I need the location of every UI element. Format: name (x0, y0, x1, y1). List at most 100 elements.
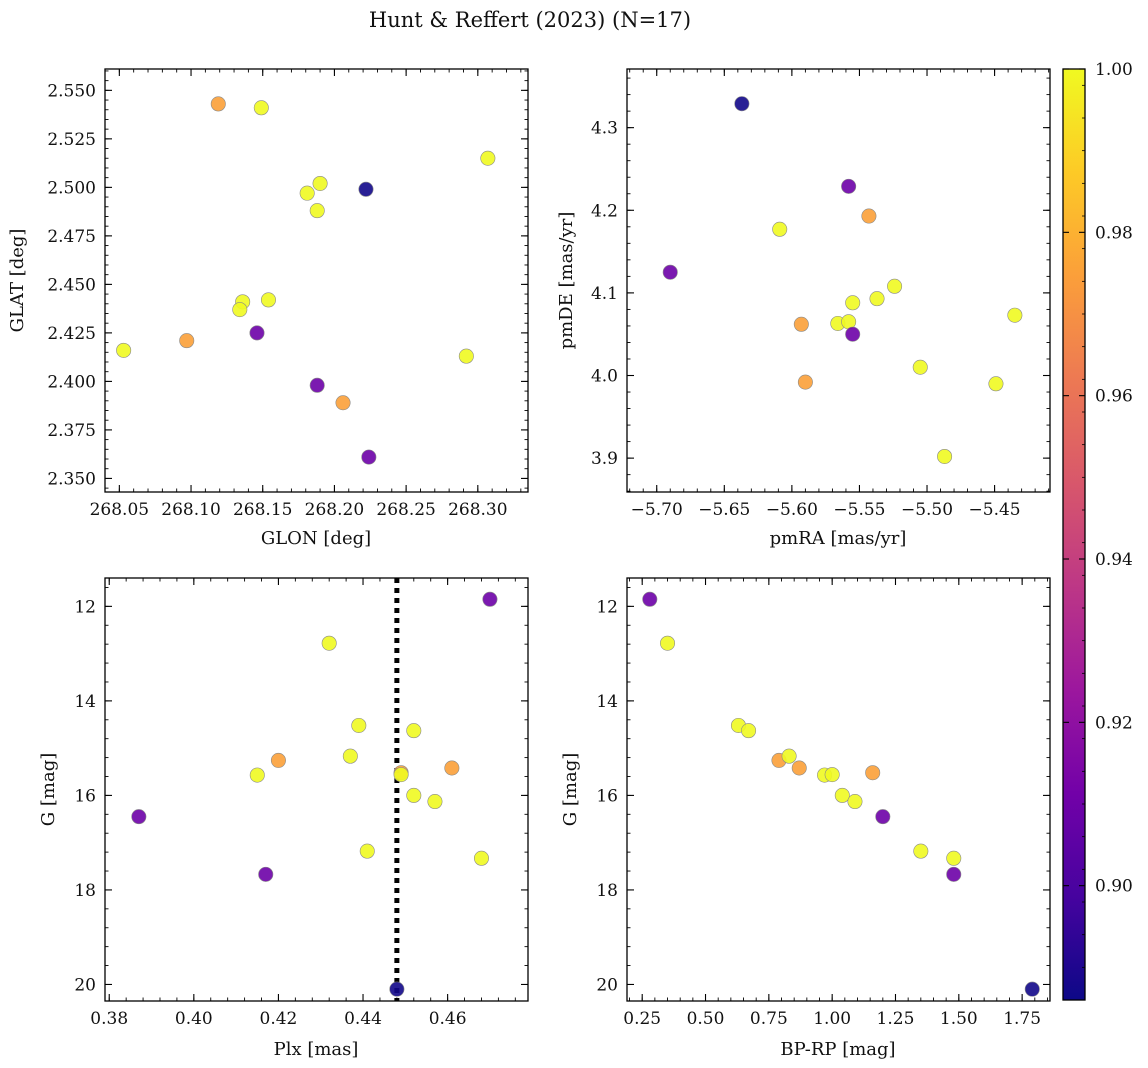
scatter-point (260, 292, 276, 308)
x-axis-label: GLON [deg] (261, 528, 371, 549)
scatter-point (734, 96, 750, 112)
y-tick-label: 4.2 (591, 201, 618, 221)
scatter-point (869, 291, 885, 307)
scatter-point (937, 448, 953, 464)
x-tick-label: 0.38 (90, 1009, 128, 1029)
x-axis-label: pmRA [mas/yr] (770, 528, 907, 549)
colorbar-tick-label: 0.90 (1095, 877, 1133, 897)
y-tick-label: 16 (596, 786, 618, 806)
panel-marks (131, 578, 498, 1001)
x-tick-label: 0.40 (175, 1009, 213, 1029)
y-tick-label: 4.0 (591, 367, 618, 387)
scatter-point (249, 767, 265, 783)
y-axis-label: G [mag] (560, 753, 581, 826)
y-tick-label: 18 (596, 881, 618, 901)
scatter-point (116, 342, 132, 358)
scatter-point (741, 723, 757, 739)
scatter-point (865, 765, 881, 781)
x-axis-label: BP-RP [mag] (780, 1039, 895, 1060)
x-tick-label: −5.45 (969, 500, 1021, 520)
x-tick-label: 0.75 (750, 1009, 788, 1029)
y-tick-label: 14 (596, 692, 618, 712)
axis-ticks: 0.25 0.50 0.75 1.00 1.25 1.50 1.75 12 14 16 18 20 (596, 578, 1050, 1029)
scatter-point (473, 850, 489, 866)
scatter-point (793, 316, 809, 332)
scatter-point (946, 866, 962, 882)
y-tick-label: 14 (74, 692, 96, 712)
x-tick-label: 1.00 (813, 1009, 851, 1029)
scatter-point (249, 325, 265, 341)
x-tick-label: 268.05 (90, 500, 149, 520)
scatter-point (887, 278, 903, 294)
colorbar-fill (1063, 69, 1085, 1000)
colorbar-tick-label: 1.00 (1095, 60, 1133, 80)
plot-frame (626, 577, 1051, 1002)
x-axis-label: Plx [mas] (274, 1039, 359, 1060)
scatter-point (458, 348, 474, 364)
y-tick-label: 2.425 (47, 324, 96, 344)
y-tick-label: 2.475 (47, 227, 96, 247)
scatter-point (342, 748, 358, 764)
x-tick-label: −5.55 (833, 500, 885, 520)
y-tick-label: 20 (74, 975, 96, 995)
panel-glon-glat: 268.05 268.10 268.15 268.20 268.25 268.30 2.35… (7, 68, 529, 549)
panel-bprp-g: 0.25 0.50 0.75 1.00 1.25 1.50 1.75 12 14 16 18 20 B… (560, 577, 1051, 1060)
panel-pmra-pmde: −5.70 −5.65 −5.60 −5.55 −5.50 −5.45 3.9 4.0 4.1 4… (556, 68, 1051, 549)
panel-marks (642, 591, 1040, 997)
scatter-point (845, 326, 861, 342)
scatter-point (253, 100, 269, 116)
x-tick-label: 268.30 (448, 500, 507, 520)
scatter-point (131, 809, 147, 825)
scatter-point (1007, 307, 1023, 323)
x-tick-label: 268.10 (161, 500, 220, 520)
y-tick-label: 3.9 (591, 449, 618, 469)
scatter-point (270, 752, 286, 768)
axis-ticks: 0.38 0.40 0.42 0.44 0.46 12 14 16 18 20 (74, 578, 528, 1029)
scatter-point (406, 787, 422, 803)
colorbar-tick-label: 0.92 (1095, 713, 1133, 733)
colorbar-tick-label: 0.96 (1095, 387, 1133, 407)
colorbar-ticks: 0.90 0.92 0.94 0.96 0.98 1.00 (1063, 60, 1133, 1001)
scatter-point (824, 767, 840, 783)
scatter-point (312, 175, 328, 191)
scatter-point (834, 787, 850, 803)
y-axis-label: pmDE [mas/yr] (556, 212, 577, 350)
scatter-point (841, 178, 857, 194)
x-tick-label: 0.42 (260, 1009, 298, 1029)
y-tick-label: 2.550 (47, 81, 96, 101)
y-axis-label: G [mag] (38, 753, 59, 826)
scatter-point (321, 635, 337, 651)
x-tick-label: 0.46 (429, 1009, 467, 1029)
colorbar: 0.90 0.92 0.94 0.96 0.98 1.00 (1062, 60, 1133, 1001)
scatter-point (797, 374, 813, 390)
y-tick-label: 18 (74, 881, 96, 901)
scatter-point (988, 376, 1004, 392)
scatter-point (772, 221, 788, 237)
y-tick-label: 4.3 (591, 119, 618, 139)
y-tick-label: 2.500 (47, 178, 96, 198)
scatter-point (660, 635, 676, 651)
scatter-point (358, 181, 374, 197)
scatter-point (480, 150, 496, 166)
panel-marks (116, 96, 496, 465)
scatter-point (845, 295, 861, 311)
scatter-point (361, 449, 377, 465)
y-tick-label: 4.1 (591, 284, 618, 304)
scatter-point (389, 981, 405, 997)
colorbar-tick-label: 0.98 (1095, 223, 1133, 243)
x-tick-label: 268.25 (376, 500, 435, 520)
scatter-point (781, 748, 797, 764)
scatter-point (482, 591, 498, 607)
scatter-point (642, 591, 658, 607)
scatter-point (444, 760, 460, 776)
axis-ticks: −5.70 −5.65 −5.60 −5.55 −5.50 −5.45 3.9 4.0 4.1 4… (591, 69, 1050, 520)
y-tick-label: 12 (74, 597, 96, 617)
scatter-point (427, 794, 443, 810)
panel-marks (662, 96, 1023, 464)
x-tick-label: 1.25 (877, 1009, 915, 1029)
scatter-point (299, 185, 315, 201)
figure-title: Hunt & Reffert (2023) (N=17) (369, 8, 691, 32)
x-tick-label: 0.50 (687, 1009, 725, 1029)
scatter-point (875, 809, 891, 825)
